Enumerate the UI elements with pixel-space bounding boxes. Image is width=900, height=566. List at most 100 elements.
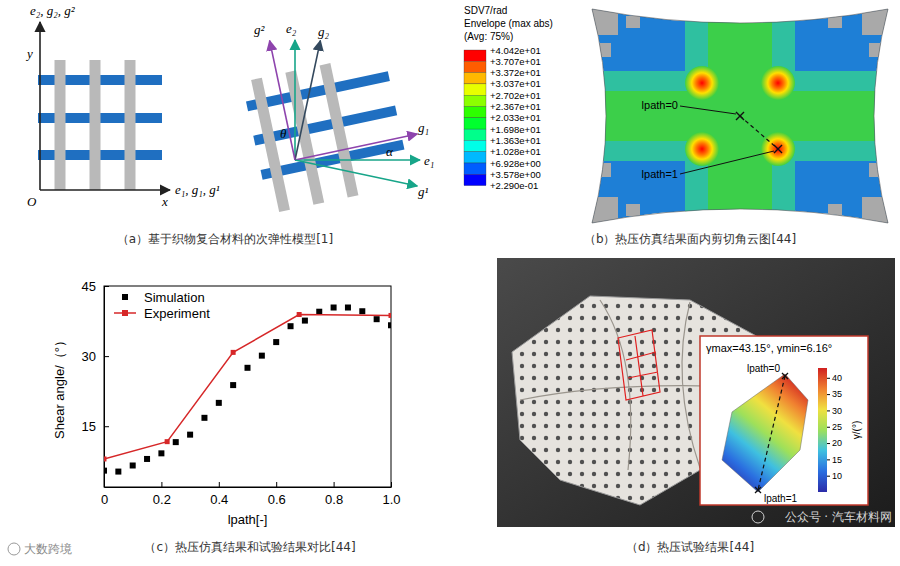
contour-band — [464, 163, 486, 174]
clamp — [599, 163, 611, 177]
y-tick-mark — [104, 356, 109, 357]
colorbar-title: γ/(°) — [851, 421, 862, 439]
label: x — [161, 194, 168, 209]
x-tick: 0.2 — [153, 482, 171, 507]
watermark: 大数跨境 — [24, 542, 72, 556]
y-tick-label: 30 — [82, 349, 96, 364]
y-tick-label: 45 — [82, 279, 96, 294]
sheet — [592, 9, 888, 223]
data-point — [158, 450, 164, 456]
colorbar-tick-label: 30 — [832, 406, 842, 416]
label: lpath=0 — [747, 363, 781, 374]
y-axis: 15 30 45 — [82, 279, 109, 488]
path-end-mark — [774, 145, 782, 153]
colorbar-tick-mark — [827, 476, 830, 477]
x-tick-label: 0.4 — [210, 492, 228, 507]
y-tick: 45 — [82, 279, 109, 294]
x-axis-line — [105, 487, 392, 488]
hot-spot — [685, 132, 719, 166]
colorbar-tick: 30 — [827, 406, 842, 416]
contour-label: +3.707e+01 — [490, 56, 541, 67]
vector-g1 — [295, 134, 417, 160]
colorbar-tick-mark — [827, 378, 830, 379]
colorbar-tick: 25 — [827, 422, 842, 432]
label: e₂ — [286, 21, 297, 36]
y-tick-mark — [104, 426, 109, 427]
watermark-icon — [8, 543, 20, 555]
y-axis-title: Shear angle/（°） — [52, 334, 67, 439]
leader — [680, 106, 736, 114]
label: SDV7/rad — [464, 5, 507, 16]
clamp — [626, 16, 640, 28]
data-point — [302, 318, 308, 324]
data-point — [173, 439, 179, 445]
watermark: 公众号 · 汽车材料网 — [785, 510, 892, 524]
label: O — [27, 194, 37, 209]
inset — [700, 336, 868, 505]
path-line — [758, 376, 785, 490]
label: e₁, g₁, g¹ — [175, 182, 220, 197]
data-point — [316, 309, 322, 315]
caption: （b）热压仿真结果面内剪切角云图[44] — [584, 232, 796, 246]
data-point — [230, 382, 236, 388]
vector-g-sup2 — [270, 41, 295, 160]
colorbar-tick-mark — [827, 394, 830, 395]
hot-spot — [761, 132, 795, 166]
colorbar-tick-label: 25 — [832, 422, 842, 432]
weft-yarn — [320, 63, 359, 197]
colorbar-tick: 20 — [827, 438, 842, 448]
colorbar-tick-label: 10 — [832, 471, 842, 481]
label: α — [386, 144, 394, 159]
data-point — [144, 456, 150, 462]
shear-field — [722, 374, 808, 492]
x-tick-mark — [276, 482, 277, 487]
data-point — [388, 322, 391, 328]
label: θ — [280, 126, 287, 141]
panel-c: 00.20.40.60.81.0153045SimulationExperime… — [52, 279, 401, 554]
contour-band — [464, 152, 486, 163]
sheet-body — [592, 9, 888, 223]
contour-band — [464, 118, 486, 129]
y-tick: 15 — [82, 419, 109, 434]
y-tick-label: 15 — [82, 419, 96, 434]
vector-e2 — [294, 40, 296, 160]
x-tick: 0.4 — [210, 482, 228, 507]
caption: （c）热压仿真结果和试验结果对比[44] — [144, 540, 355, 554]
data-point — [389, 313, 392, 318]
contour-band — [464, 61, 486, 72]
data-point — [297, 312, 302, 317]
y-tick: 30 — [82, 349, 109, 364]
data-point — [374, 316, 380, 322]
weft-yarn — [90, 60, 101, 190]
label: g₁ — [418, 120, 429, 135]
contour-label: +4.042e+01 — [490, 45, 541, 56]
contour-label: +1.363e+01 — [490, 135, 541, 146]
contour-label: +6.928e+00 — [490, 158, 541, 169]
colorbar — [818, 368, 827, 492]
weft-yarn — [125, 60, 136, 190]
vector-g-sup1 — [295, 160, 417, 186]
vector-g2 — [295, 41, 320, 160]
data-point — [187, 432, 193, 438]
colorbar-tick: 40 — [827, 373, 842, 383]
data-point — [345, 305, 351, 311]
figure: e₂, g₂, g²yxOe₁, g₁, g¹g²e₂g₂g₁e₁g¹θα（a）… — [0, 0, 900, 566]
label: e₁ — [424, 153, 434, 168]
colorbar-tick: 35 — [827, 389, 842, 399]
data-point — [273, 339, 279, 345]
contour-band — [464, 84, 486, 95]
data-point — [331, 305, 337, 311]
x-tick-mark — [219, 482, 220, 487]
label: g² — [254, 22, 266, 37]
legend-marker — [122, 294, 128, 300]
data-point — [259, 353, 265, 359]
x-tick-mark — [391, 482, 392, 487]
legend-label: Simulation — [144, 290, 205, 305]
inset-title: γmax=43.15°, γmin=6.16° — [706, 342, 832, 354]
path-end-mark — [755, 487, 761, 493]
x-tick-label: 0 — [101, 492, 108, 507]
caption: （a）基于织物复合材料的次弹性模型[1] — [117, 232, 333, 246]
weft-yarn — [285, 70, 324, 204]
fabric-sheared — [242, 52, 412, 214]
data-point — [245, 365, 251, 371]
